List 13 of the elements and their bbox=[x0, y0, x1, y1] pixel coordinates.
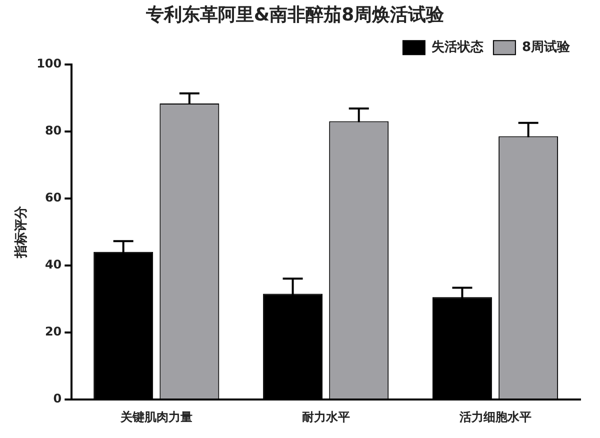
x-tick-label: 活力细胞水平 bbox=[458, 410, 532, 424]
x-tick-label: 耐力水平 bbox=[302, 410, 350, 424]
y-axis-title: 指标评分 bbox=[14, 205, 30, 260]
y-tick-label: 40 bbox=[44, 258, 62, 272]
y-tick-label: 20 bbox=[44, 324, 62, 339]
chart-title: 专利东革阿里&南非醉茄8周焕活试验 bbox=[144, 4, 446, 26]
x-tick-label: 关键肌肉力量 bbox=[119, 410, 192, 424]
y-tick-label: 0 bbox=[53, 392, 62, 406]
legend-label: 失活状态 bbox=[431, 38, 484, 55]
legend-label: 8周试验 bbox=[522, 38, 571, 55]
y-tick-label: 100 bbox=[36, 56, 62, 71]
y-tick-label: 80 bbox=[44, 124, 62, 138]
y-tick-label: 60 bbox=[44, 190, 62, 205]
